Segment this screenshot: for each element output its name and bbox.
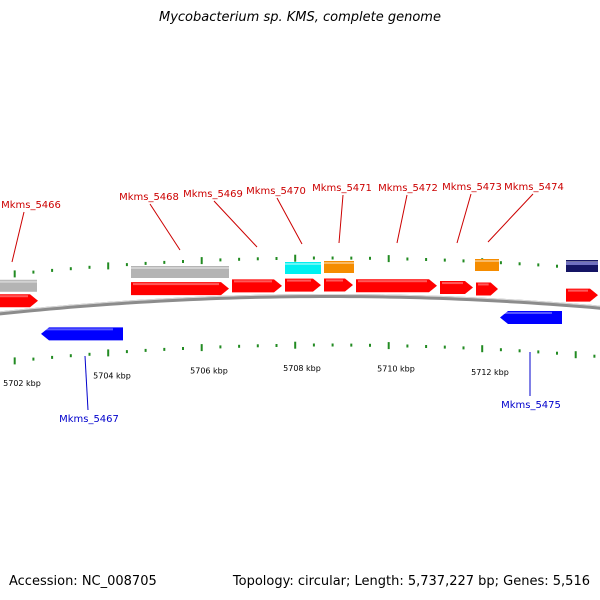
- gene-label-leader: [338, 194, 344, 244]
- axis-position-label: 5706 kbp: [190, 366, 228, 375]
- backbone-highlight: [0, 294, 600, 313]
- gene-label: Mkms_5468: [119, 192, 179, 203]
- genome-stats-text: Topology: circular; Length: 5,737,227 bp…: [232, 574, 590, 589]
- gene-label-leader: [213, 200, 258, 248]
- gene-arrow-mkms-5466: [0, 294, 38, 308]
- orange-feature-block: [475, 259, 499, 271]
- backbone-line: [0, 294, 600, 316]
- gene-label-leader: [396, 194, 408, 244]
- axis-label-layer: 5702 kbp 5704 kbp 5706 kbp 5708 kbp 5710 kbp…: [3, 364, 509, 388]
- gene-label-leader: [149, 203, 181, 251]
- grey-feature-block: [0, 279, 37, 292]
- gene-label: Mkms_5473: [442, 182, 502, 193]
- gene-label: Mkms_5474: [504, 182, 564, 193]
- outer-tick-row: [13, 254, 596, 278]
- axis-position-label: 5710 kbp: [377, 365, 415, 374]
- gene-arrow-mkms-5468: [131, 282, 229, 296]
- grey-feature-block: [131, 266, 229, 278]
- gene-label-leader: [84, 355, 89, 411]
- gene-arrow-mkms-5471: [324, 278, 353, 292]
- axis-position-label: 5702 kbp: [3, 379, 41, 388]
- gene-arrow-mkms-5475: [500, 310, 562, 324]
- gene-label: Mkms_5469: [183, 189, 243, 200]
- gene-label: Mkms_5471: [312, 183, 372, 194]
- axis-position-label: 5712 kbp: [471, 368, 509, 377]
- gene-label: Mkms_5466: [1, 200, 61, 211]
- gene-label-leader: [487, 193, 534, 243]
- gene-label: Mkms_5470: [246, 186, 306, 197]
- gene-arrow-mkms-5470: [285, 278, 321, 292]
- navy-feature-block: [566, 260, 598, 272]
- inner-tick-row: [13, 341, 596, 365]
- gene-label-leader: [276, 197, 303, 245]
- gene-label: Mkms_5467: [59, 414, 119, 425]
- genome-backbone: [0, 294, 600, 316]
- gene-label-leader: [456, 193, 472, 244]
- navy-feature-stripe: [566, 262, 598, 265]
- gene-arrow-mkms-5472: [356, 279, 437, 293]
- accession-text: Accession: NC_008705: [9, 574, 157, 589]
- gene-arrow-mkms-5473: [440, 281, 473, 295]
- axis-position-label: 5704 kbp: [93, 372, 131, 381]
- cyan-feature-block: [285, 262, 321, 274]
- gene-arrow-mkms-5467: [41, 327, 123, 341]
- orange-feature-block: [324, 261, 354, 273]
- gene-label: Mkms_5472: [378, 183, 438, 194]
- gene-label-leader: [11, 211, 25, 263]
- gene-arrow-mkms-5469: [232, 279, 282, 293]
- axis-position-label: 5708 kbp: [283, 364, 321, 373]
- feature-layer: [0, 259, 598, 341]
- gene-label: Mkms_5475: [501, 400, 561, 411]
- map-title: Mycobacterium sp. KMS, complete genome: [159, 10, 441, 25]
- gene-arrow-unlabelled: [566, 288, 598, 302]
- gene-arrow-mkms-5474: [476, 282, 498, 296]
